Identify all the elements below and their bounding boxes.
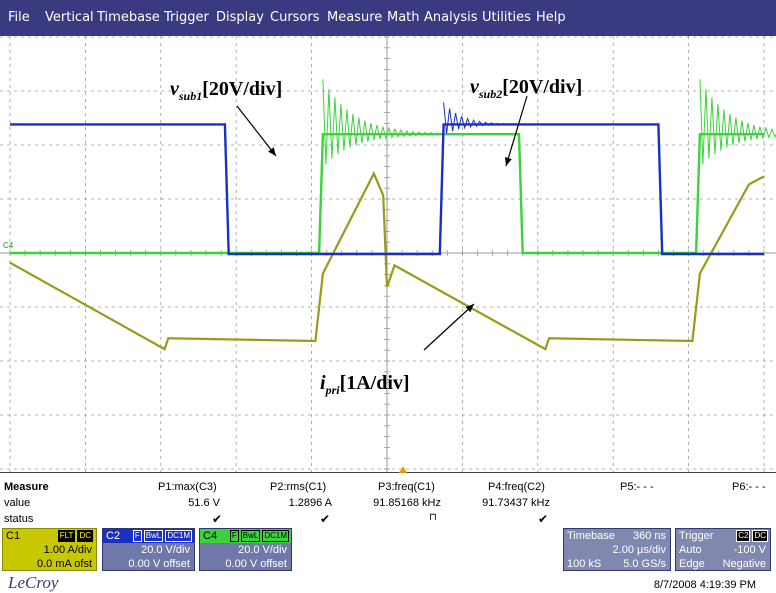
menu-measure[interactable]: Measure <box>327 10 383 25</box>
trigger-type-row: Edge Negative <box>676 557 770 571</box>
trigger-type: Edge <box>679 558 705 570</box>
menu-display[interactable]: Display <box>216 10 264 25</box>
measure-value-label: value <box>4 497 31 509</box>
c1-offset: 0.0 mA ofst <box>36 558 92 570</box>
c4-tag-bwl: BwL <box>240 530 261 542</box>
trigger-slope: Negative <box>722 558 766 570</box>
c4-ground-marker[interactable]: C4 <box>3 241 14 250</box>
p6-header[interactable]: P6:- - - <box>732 481 766 493</box>
timebase-delay: 360 ns <box>632 530 666 542</box>
p3-header[interactable]: P3:freq(C1) <box>378 481 435 493</box>
waveform-display: vsub1[20V/div] vsub2[20V/div] ipri[1A/di… <box>0 36 776 473</box>
trigger-coupling-tag: DC <box>752 530 768 542</box>
timebase-rate-row: 100 kS 5.0 GS/s <box>564 557 670 571</box>
menu-trigger[interactable]: Trigger <box>164 10 209 25</box>
c1-tag-flt: FLT <box>57 530 76 542</box>
trace-c4 <box>10 132 764 255</box>
annotation-arrow <box>505 95 528 167</box>
p4-header[interactable]: P4:freq(C2) <box>488 481 545 493</box>
trigger-mode-row: Auto -100 V <box>676 543 770 557</box>
channel-c4-box[interactable]: C4 F BwL DC1M 20.0 V/div 0.00 V offset <box>199 528 292 571</box>
menu-analysis[interactable]: Analysis <box>424 10 478 25</box>
measure-table: Measure value status P1:max(C3) P2:rms(C… <box>0 477 776 529</box>
c2-tag-f: F <box>132 530 142 542</box>
trace-c2 <box>10 123 764 256</box>
p3-status-icon: ⊓ <box>429 512 437 523</box>
trigger-source-tag: C2 <box>736 530 751 542</box>
trigger-mode: Auto <box>679 544 702 556</box>
trigger-level: -100 V <box>733 544 766 556</box>
menu-bar: File Vertical Timebase Trigger Display Cursor… <box>0 0 776 37</box>
menu-math[interactable]: Math <box>387 10 420 25</box>
c2-tag-dc1m: DC1M <box>165 530 192 542</box>
c1-vdiv: 1.00 A/div <box>43 544 92 556</box>
timebase-header: Timebase 360 ns <box>567 530 666 542</box>
timebase-samples: 100 kS <box>567 558 602 570</box>
p2-status-icon: ✔ <box>320 512 331 526</box>
vsub1-label: vsub1[20V/div] <box>170 78 283 103</box>
trace-c4-ringing <box>699 79 776 165</box>
trigger-header: Trigger C2 DC <box>679 530 768 542</box>
menu-cursors[interactable]: Cursors <box>270 10 320 25</box>
menu-utilities[interactable]: Utilities <box>482 10 531 25</box>
c2-header: C2 F BwL DC1M <box>103 529 194 543</box>
p1-value: 51.6 V <box>188 497 220 509</box>
c2-vdiv: 20.0 V/div <box>141 544 190 556</box>
c4-offset: 0.00 V offset <box>225 558 287 570</box>
annotation-arrowhead <box>505 157 512 166</box>
c4-tag-dc1m: DC1M <box>262 530 289 542</box>
c4-header: C4 F BwL DC1M <box>200 529 291 543</box>
p4-value: 91.73437 kHz <box>482 497 550 509</box>
timebase-box[interactable]: Timebase 360 ns 2.00 µs/div 100 kS 5.0 GS/… <box>563 528 671 571</box>
menu-timebase[interactable]: Timebase <box>97 10 160 25</box>
menu-file[interactable]: File <box>8 10 30 25</box>
trace-c4-ringing <box>322 79 441 165</box>
channel-c1-box[interactable]: C1 FLT DC 1.00 A/div 0.0 mA ofst <box>2 528 97 571</box>
p4-status-icon: ✔ <box>538 512 549 526</box>
timebase-tdiv: 2.00 µs/div <box>612 544 666 556</box>
measure-status-label: status <box>4 513 34 525</box>
trigger-position-marker[interactable] <box>399 466 407 473</box>
p2-value: 1.2896 A <box>288 497 332 509</box>
p1-status-icon: ✔ <box>212 512 223 526</box>
annotation-arrowhead <box>465 304 474 313</box>
p3-value: 91.85168 kHz <box>373 497 441 509</box>
p2-header[interactable]: P2:rms(C1) <box>270 481 327 493</box>
annotation-arrow <box>423 303 475 351</box>
c4-tag-f: F <box>229 530 239 542</box>
waveform-plot <box>0 36 776 472</box>
menu-help[interactable]: Help <box>536 10 566 25</box>
lecroy-logo: LeCroy <box>8 573 59 592</box>
channel-c2-box[interactable]: C2 F BwL DC1M 20.0 V/div 0.00 V offset <box>102 528 195 571</box>
menu-vertical[interactable]: Vertical <box>45 10 94 25</box>
trace-c2-ringing <box>443 102 516 134</box>
c2-offset: 0.00 V offset <box>128 558 190 570</box>
measure-title: Measure <box>4 481 49 493</box>
trigger-box[interactable]: Trigger C2 DC Auto -100 V Edge Negative <box>675 528 771 571</box>
c4-vdiv: 20.0 V/div <box>238 544 287 556</box>
vsub2-label: vsub2[20V/div] <box>470 76 583 101</box>
c1-header: C1 FLT DC <box>6 530 93 542</box>
p1-header[interactable]: P1:max(C3) <box>158 481 217 493</box>
ipri-label: ipri[1A/div] <box>320 372 410 397</box>
c2-tag-bwl: BwL <box>143 530 164 542</box>
timestamp: 8/7/2008 4:19:39 PM <box>653 579 756 591</box>
annotation-arrow <box>236 105 277 157</box>
annotation-arrowhead <box>268 147 276 156</box>
trace-c1 <box>9 171 765 351</box>
c1-tag-dc: DC <box>77 530 93 542</box>
timebase-rate: 5.0 GS/s <box>623 558 666 570</box>
p5-header[interactable]: P5:- - - <box>620 481 654 493</box>
